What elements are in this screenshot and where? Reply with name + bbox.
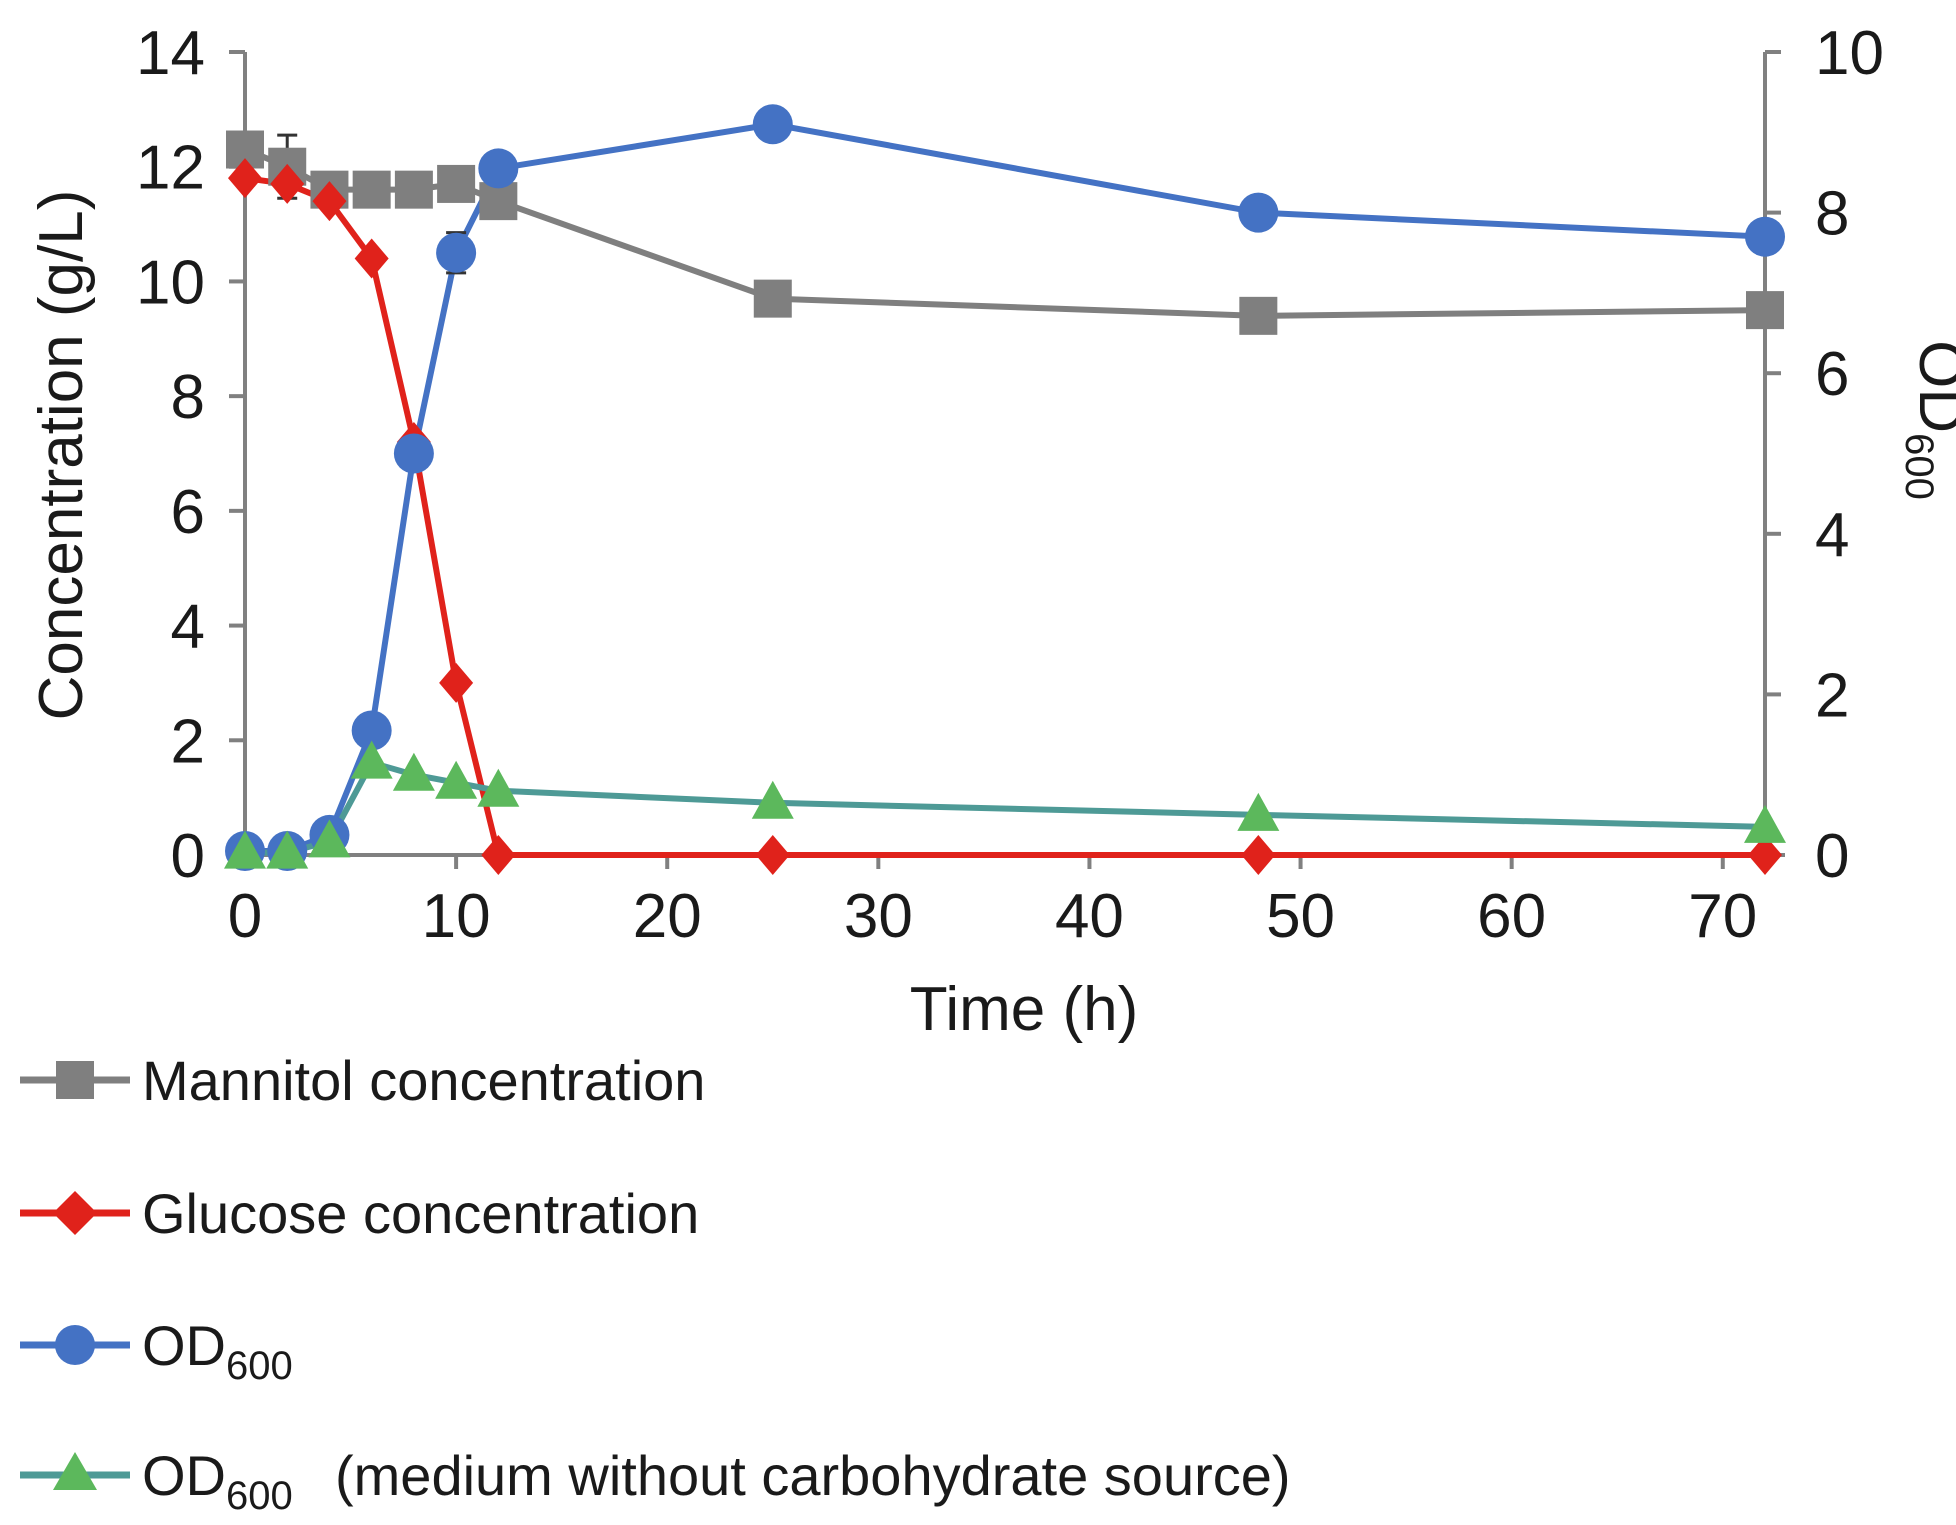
y-tick-label-left: 6 [171,478,205,547]
data-point-glucose [439,662,474,703]
data-point-od600 [436,232,477,273]
legend-marker-od600 [55,1325,95,1365]
series-markers [224,104,1786,875]
data-point-mannitol [437,164,476,203]
y-tick-label-right: 8 [1815,180,1849,249]
axes: 0 10 20 30 40 50 60 70 0 2 4 6 8 10 12 14 0 2 4 6 8 10 [136,19,1884,951]
series-layer [224,104,1786,875]
x-tick-label: 0 [228,882,262,951]
x-ticks: 0 10 20 30 40 50 60 70 [228,855,1757,951]
y-axis-right-title-subscript: 600 [1897,433,1941,500]
data-point-glucose [755,835,790,875]
data-point-mannitol [352,170,391,209]
data-point-mannitol [394,170,433,209]
data-point-od600 [393,433,434,474]
data-point-od600_no_carb [308,819,351,858]
legend-item-glucose: Glucose concentration [20,1182,699,1245]
data-point-glucose [481,835,516,875]
y-axis-right-title-main: OD [1906,340,1956,433]
data-point-glucose [1748,835,1782,875]
data-point-od600_no_carb [1237,792,1280,831]
data-point-od600_no_carb [392,752,435,791]
legend-label-glucose: Glucose concentration [142,1182,699,1245]
data-point-od600_no_carb [435,760,478,799]
legend-label-od600-no-carb-suffix: (medium without carbohydrate source) [335,1444,1291,1507]
data-point-glucose [228,158,262,199]
data-point-mannitol [1746,291,1784,330]
data-point-od600_no_carb [224,830,266,869]
legend-label-od600-main: OD [142,1314,226,1377]
x-tick-label: 60 [1477,882,1546,951]
legend-label-od600: OD600 [142,1314,293,1388]
x-tick-label: 20 [633,882,702,951]
data-point-glucose [1241,835,1276,875]
legend-label-mannitol: Mannitol concentration [142,1049,705,1112]
y-ticks-left: 0 2 4 6 8 10 12 14 [136,19,245,891]
series-line-mannitol [243,146,1766,319]
data-point-od600_no_carb [266,830,309,869]
series-lines [243,121,1766,858]
data-point-glucose [312,181,347,222]
x-tick-label: 40 [1055,882,1124,951]
x-tick-label: 10 [422,882,491,951]
legend-label-od600-sub: 600 [226,1344,293,1388]
y-tick-label-left: 4 [171,593,205,662]
data-point-od600 [478,148,519,189]
y-tick-label-left: 8 [171,363,205,432]
data-point-od600_no_carb [1744,804,1786,843]
y-axis-right-title: OD600 [1897,340,1956,500]
series-line-od600 [245,121,1766,854]
y-axis-left-title: Concentration (g/L) [27,190,96,721]
data-point-mannitol [479,182,518,221]
y-tick-label-right: 2 [1815,661,1849,730]
y-tick-label-left: 12 [136,134,205,203]
x-tick-label: 70 [1688,882,1757,951]
legend-label-od600-no-carb: OD600 [142,1444,293,1518]
y-tick-label-left: 14 [136,19,205,88]
data-point-glucose [270,163,305,204]
y-tick-label-right: 0 [1815,822,1849,891]
data-point-glucose [354,238,389,279]
data-point-od600_no_carb [751,780,794,819]
legend-marker-glucose [53,1191,97,1235]
legend-item-od600: OD600 [20,1314,293,1388]
legend-item-od600-no-carb: OD600 (medium without carbohydrate sourc… [20,1444,1291,1518]
y-tick-label-right: 10 [1815,19,1884,88]
data-point-od600 [1238,192,1279,233]
y-tick-label-right: 4 [1815,501,1849,570]
data-point-od600_no_carb [350,740,393,779]
y-ticks-right: 0 2 4 6 8 10 [1765,19,1884,891]
legend-item-mannitol: Mannitol concentration [20,1049,705,1112]
series-line-od600_no_carb [245,759,1766,856]
data-point-mannitol [1239,296,1278,335]
data-point-od600 [1745,216,1785,257]
legend-marker-mannitol [56,1061,94,1099]
y-tick-label-left: 2 [171,707,205,776]
legend-label-od600-no-carb-sub: 600 [226,1474,293,1518]
y-tick-label-left: 0 [171,822,205,891]
legend-marker-od600-no-carb [53,1452,97,1490]
legend-label-od600-no-carb-main: OD [142,1444,226,1507]
data-point-od600_no_carb [477,768,520,807]
series-line-glucose [244,175,1765,858]
data-point-mannitol [753,279,792,318]
x-tick-label: 30 [844,882,913,951]
x-tick-label: 50 [1266,882,1335,951]
data-point-od600 [752,104,793,145]
x-axis-title: Time (h) [910,975,1138,1044]
data-point-od600 [351,710,392,751]
y-tick-label-right: 6 [1815,340,1849,409]
y-tick-label-left: 10 [136,248,205,317]
legend: Mannitol concentration Glucose concentra… [20,1049,1291,1518]
